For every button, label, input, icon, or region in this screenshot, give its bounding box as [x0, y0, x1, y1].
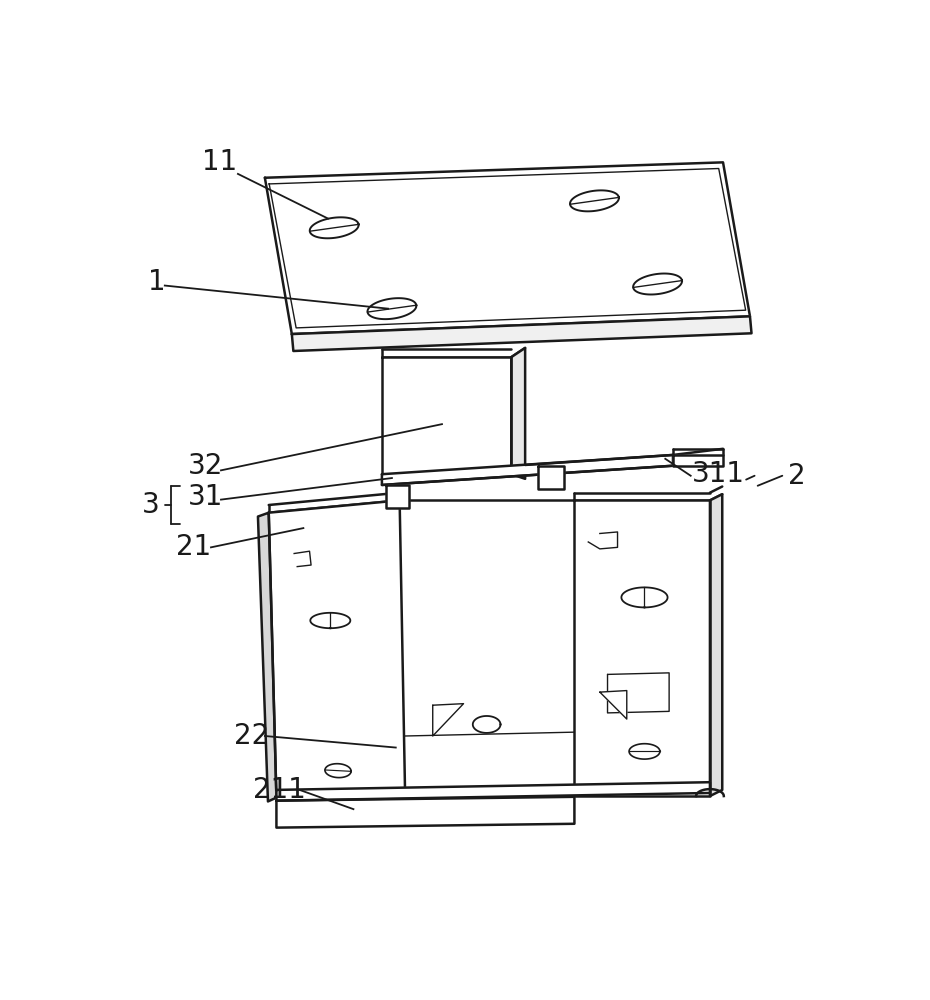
Polygon shape [325, 764, 352, 778]
Text: 211: 211 [253, 776, 306, 804]
Polygon shape [382, 357, 512, 474]
Polygon shape [432, 704, 463, 736]
Text: 31: 31 [188, 483, 223, 511]
Polygon shape [258, 513, 276, 801]
Text: 22: 22 [234, 722, 270, 750]
Polygon shape [710, 494, 723, 796]
Polygon shape [386, 485, 409, 508]
Polygon shape [607, 673, 669, 713]
Text: 1: 1 [148, 268, 166, 296]
Polygon shape [472, 716, 500, 733]
Text: 2: 2 [789, 462, 806, 490]
Polygon shape [310, 217, 359, 238]
Polygon shape [570, 190, 618, 211]
Polygon shape [633, 274, 682, 294]
Polygon shape [575, 500, 710, 796]
Text: 311: 311 [692, 460, 745, 488]
Polygon shape [382, 455, 673, 485]
Polygon shape [311, 613, 351, 628]
Text: 21: 21 [177, 533, 211, 561]
Polygon shape [292, 316, 751, 351]
Text: 3: 3 [141, 491, 159, 519]
Polygon shape [276, 782, 710, 801]
Polygon shape [265, 162, 750, 334]
Polygon shape [600, 691, 627, 719]
Text: 11: 11 [202, 148, 237, 176]
Polygon shape [538, 466, 564, 489]
Polygon shape [673, 455, 723, 466]
Polygon shape [367, 298, 417, 319]
Polygon shape [621, 587, 668, 607]
Polygon shape [276, 797, 575, 828]
Text: 32: 32 [188, 452, 223, 481]
Polygon shape [629, 744, 660, 759]
Polygon shape [512, 348, 525, 479]
Polygon shape [269, 500, 405, 798]
